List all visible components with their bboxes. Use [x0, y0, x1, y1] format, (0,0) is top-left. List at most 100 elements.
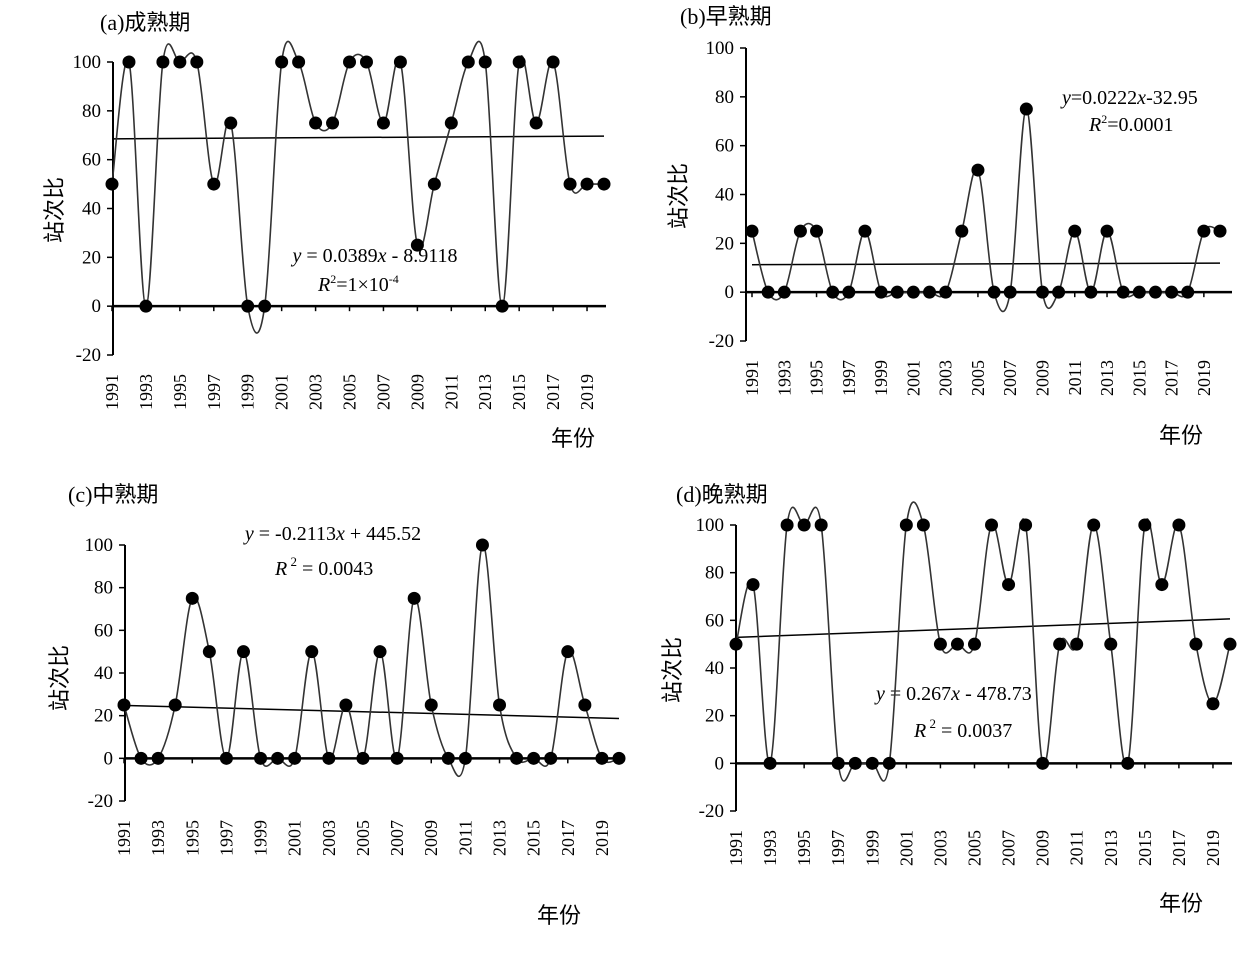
- chart-title: (a)成熟期: [100, 10, 190, 35]
- data-point: [173, 55, 187, 69]
- data-point: [122, 55, 136, 69]
- data-point: [207, 177, 221, 191]
- data-point: [831, 756, 845, 770]
- data-point: [858, 224, 872, 238]
- data-point: [343, 55, 357, 69]
- data-point: [493, 698, 507, 712]
- data-point: [117, 698, 131, 712]
- x-tick-label: 2003: [930, 830, 950, 866]
- y-tick-label: 60: [94, 620, 113, 641]
- y-tick-label: 0: [92, 296, 102, 317]
- trend-line: [123, 704, 620, 720]
- data-point: [746, 578, 760, 592]
- data-point: [224, 116, 238, 130]
- data-point: [810, 224, 824, 238]
- data-point: [865, 756, 879, 770]
- x-tick-label: 2001: [285, 820, 305, 856]
- x-tick-label: 2013: [490, 820, 510, 856]
- data-point: [156, 55, 170, 69]
- x-tick-label: 2019: [1203, 830, 1223, 866]
- data-point: [578, 698, 592, 712]
- x-tick-label: 2017: [558, 820, 578, 856]
- x-tick-label: 2005: [968, 360, 988, 396]
- data-point: [1104, 637, 1118, 651]
- chart-a: (a)成熟期 年份 站次比 y = 0.0389x - 8.9118 R2=1×…: [42, 10, 611, 451]
- y-tick-label: -20: [699, 801, 724, 822]
- x-tick-label: 2007: [1000, 360, 1020, 396]
- y-tick-label: 0: [715, 753, 725, 774]
- data-point: [906, 285, 920, 299]
- y-tick-label: 20: [82, 247, 101, 268]
- series-line: [751, 108, 1221, 313]
- x-tick-label: 2011: [441, 374, 461, 409]
- x-tick-label: 2007: [999, 830, 1019, 866]
- x-tick-label: 1995: [170, 374, 190, 410]
- data-point: [168, 698, 182, 712]
- data-point: [916, 518, 930, 532]
- trend-line: [111, 135, 605, 140]
- x-tick-label: 1993: [136, 374, 156, 410]
- data-point: [322, 751, 336, 765]
- data-point: [529, 116, 543, 130]
- data-point: [1206, 697, 1220, 711]
- data-point: [1068, 224, 1082, 238]
- data-point: [777, 285, 791, 299]
- data-point: [292, 55, 306, 69]
- chart-title: (c)中熟期: [68, 482, 158, 507]
- panel-b: (b)早熟期 年份 站次比 y=0.0222x-32.95 R2=0.0001 …: [628, 0, 1256, 470]
- data-point: [134, 751, 148, 765]
- x-tick-label: 1991: [742, 360, 762, 396]
- data-point: [882, 756, 896, 770]
- data-point: [275, 55, 289, 69]
- data-point: [271, 751, 285, 765]
- x-tick-label: 2019: [592, 820, 612, 856]
- y-tick-label: 0: [725, 282, 735, 303]
- y-tick-label: 0: [104, 748, 114, 769]
- y-tick-label: -20: [88, 791, 113, 812]
- x-tick-label: 1997: [828, 830, 848, 866]
- panel-a: (a)成熟期 年份 站次比 y = 0.0389x - 8.9118 R2=1×…: [0, 0, 628, 470]
- y-tick-label: 100: [85, 535, 114, 556]
- data-point: [356, 751, 370, 765]
- y-tick-label: 80: [94, 578, 113, 599]
- data-point: [309, 116, 323, 130]
- y-tick-label: 20: [94, 706, 113, 727]
- data-point: [393, 55, 407, 69]
- x-tick-label: 2013: [475, 374, 495, 410]
- data-point: [612, 751, 626, 765]
- x-tick-label: 2007: [373, 374, 393, 410]
- x-tick-label: 2001: [903, 360, 923, 396]
- x-tick-label: 1999: [871, 360, 891, 396]
- data-point: [544, 751, 558, 765]
- data-point: [305, 645, 319, 659]
- data-point: [561, 645, 575, 659]
- y-tick-label: 20: [715, 233, 734, 254]
- data-point: [1070, 637, 1084, 651]
- y-tick-label: -20: [76, 345, 101, 366]
- x-tick-label: 2005: [353, 820, 373, 856]
- x-tick-label: 2013: [1101, 830, 1121, 866]
- data-point: [1197, 224, 1211, 238]
- x-tick-label: 2017: [1162, 360, 1182, 396]
- data-point: [1116, 285, 1130, 299]
- data-point: [797, 518, 811, 532]
- y-tick-label: 40: [82, 199, 101, 220]
- x-tick-label: 2015: [509, 374, 529, 410]
- data-point: [826, 285, 840, 299]
- chart-title: (d)晚熟期: [676, 482, 768, 507]
- data-point: [376, 116, 390, 130]
- x-tick-label: 2005: [964, 830, 984, 866]
- x-tick-label: 2005: [340, 374, 360, 410]
- x-tick-label: 2015: [1129, 360, 1149, 396]
- x-axis-label: 年份: [1159, 423, 1203, 448]
- data-point: [1087, 518, 1101, 532]
- data-point: [899, 518, 913, 532]
- data-point: [1189, 637, 1203, 651]
- trend-line: [735, 618, 1231, 639]
- data-point: [444, 116, 458, 130]
- data-point: [1138, 518, 1152, 532]
- data-point: [427, 177, 441, 191]
- x-tick-label: 1995: [794, 830, 814, 866]
- data-point: [848, 756, 862, 770]
- y-tick-label: -20: [709, 331, 734, 352]
